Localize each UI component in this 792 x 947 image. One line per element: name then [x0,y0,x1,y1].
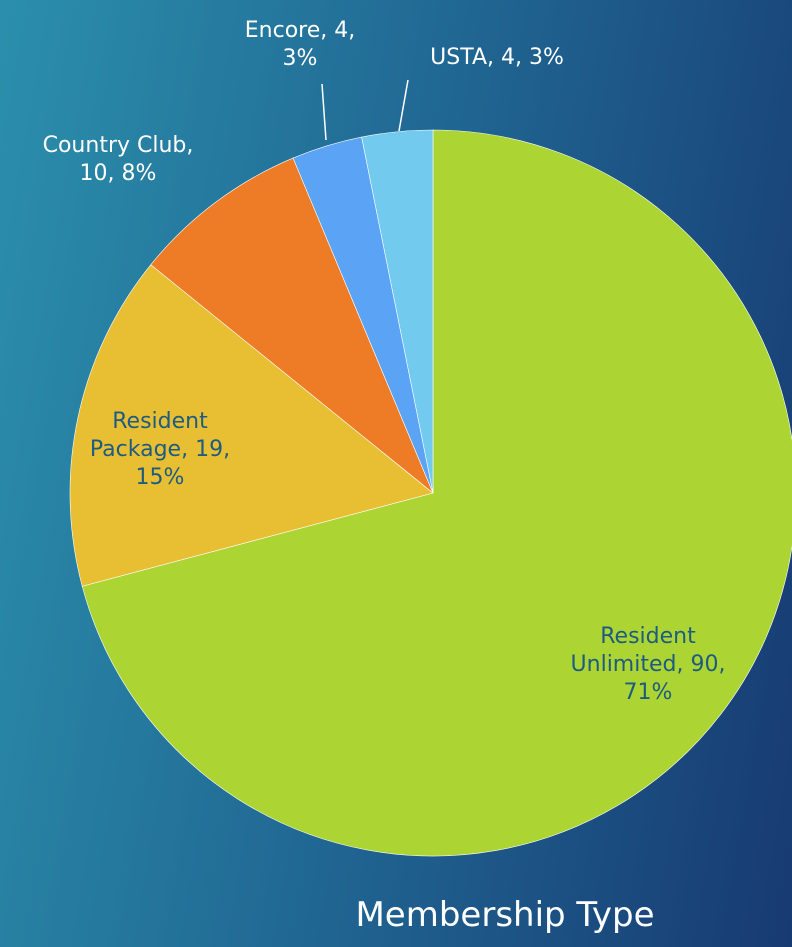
pie-slice [69,264,434,587]
pie-slice [81,129,792,857]
leader-line [321,83,327,141]
pie-slice [361,129,434,494]
data-label: USTA, 4, 3% [430,45,564,70]
data-label: Encore, 4, 3% [244,18,356,71]
data-label: Resident Package, 19, 15% [89,409,231,490]
chart-title: Membership Type [355,895,655,935]
leader-line [398,79,409,132]
pie-slice [150,157,434,494]
slices [69,129,792,857]
data-label: Country Club, 10, 8% [42,133,194,186]
data-label: Resident Unlimited, 90, 71% [570,624,726,705]
